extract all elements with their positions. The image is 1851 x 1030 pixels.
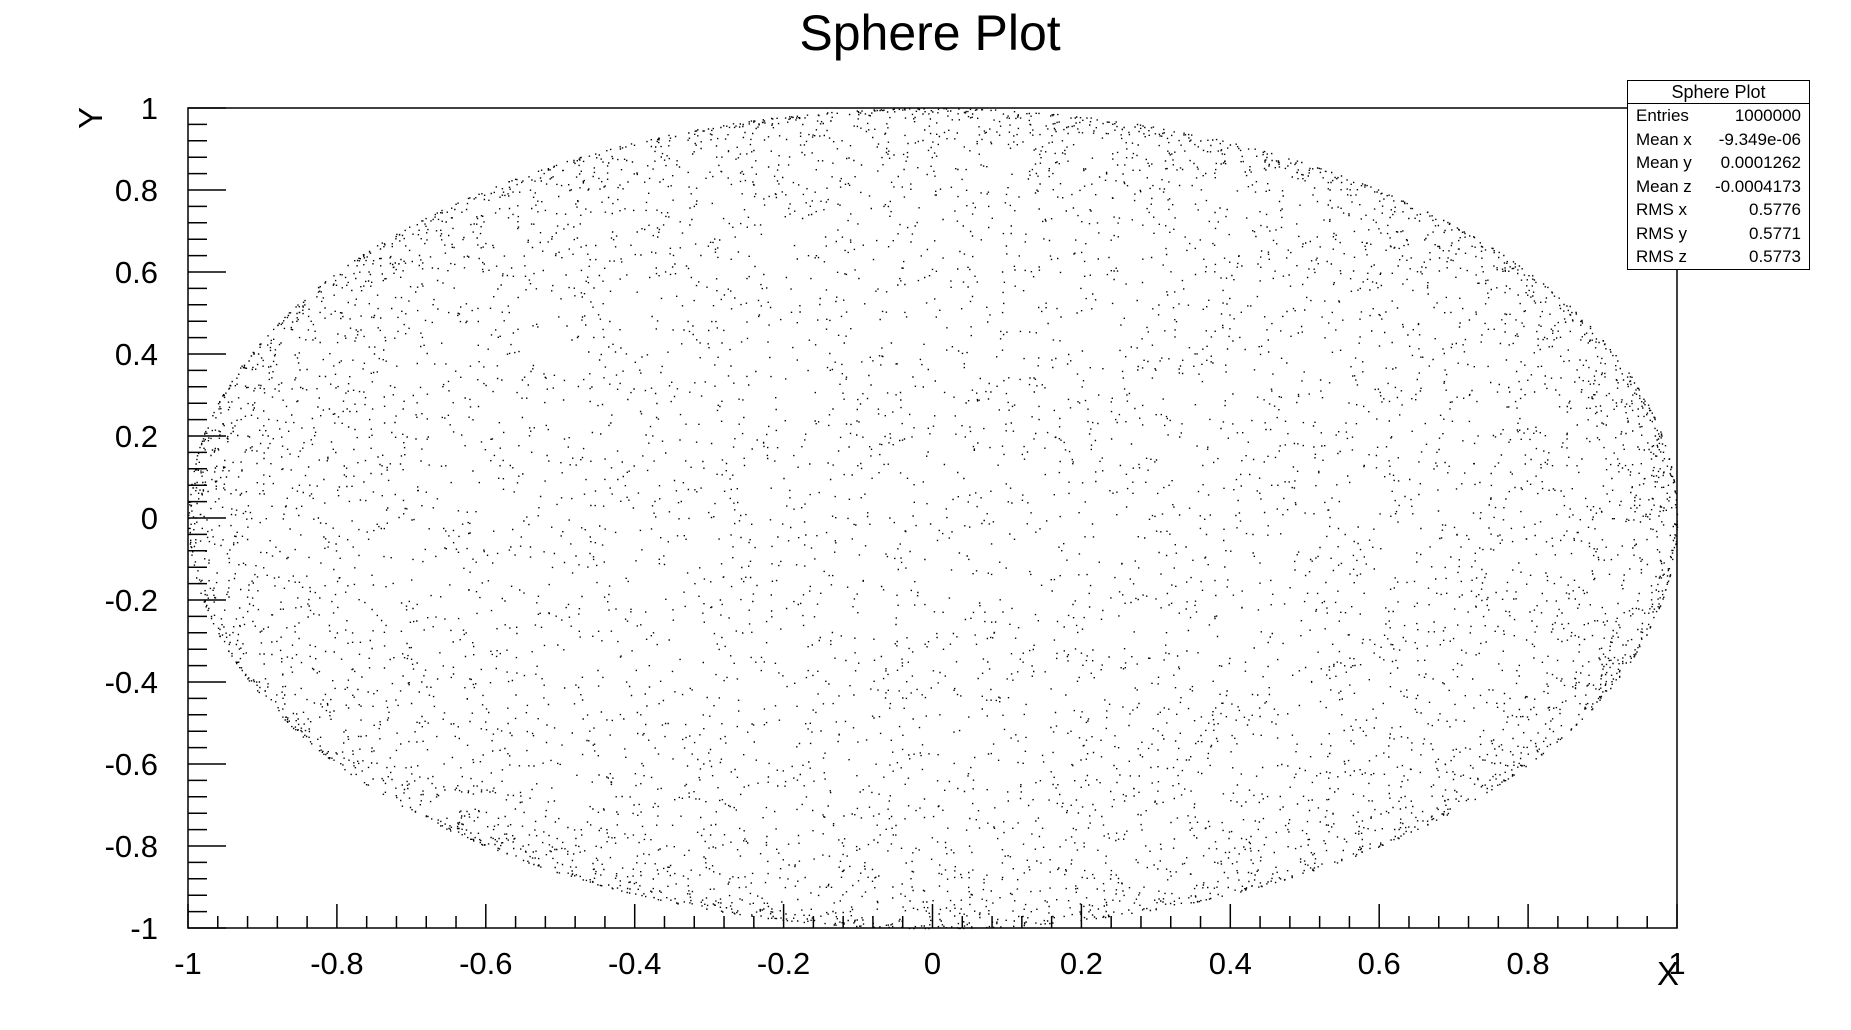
x-tick-label: 0 [924,946,941,981]
scatter-point-cloud [188,108,1679,930]
stats-label: Entries [1636,106,1689,125]
chart-title: Sphere Plot [799,5,1060,61]
y-tick-label: -0.8 [105,829,158,864]
stats-label: RMS x [1636,200,1687,219]
stats-row: RMS z 0.5773 [1628,245,1809,269]
plot-frame [187,107,1678,929]
stats-row: RMS y 0.5771 [1628,222,1809,246]
y-tick-label: 0 [141,501,158,536]
y-tick-label: 0.8 [115,173,158,208]
stats-title: Sphere Plot [1628,81,1809,104]
y-tick-label: 0.2 [115,419,158,454]
stats-value: -9.349e-06 [1718,129,1801,149]
stats-rows: Entries 1000000 Mean x -9.349e-06 Mean y 0.00… [1628,104,1809,269]
x-tick-label: 0.4 [1209,946,1252,981]
stats-row: Mean y 0.0001262 [1628,151,1809,175]
stats-row: RMS x 0.5776 [1628,198,1809,222]
stats-row: Mean x -9.349e-06 [1628,128,1809,152]
stats-label: Mean z [1636,176,1692,196]
stats-value: 0.5771 [1749,223,1801,243]
stats-label: Mean y [1636,153,1692,172]
stats-row: Entries 1000000 [1628,104,1809,128]
y-tick-label: -0.4 [105,665,158,700]
y-tick-label: 0.6 [115,255,158,290]
x-tick-label: 1 [1668,946,1685,981]
x-tick-label: 0.8 [1507,946,1550,981]
y-tick-label: -1 [130,911,158,946]
x-axis: -1 -0.8 -0.6 -0.4 -0.2 0 0.2 0.4 0.6 0.8 1 [174,904,1686,981]
x-tick-label: -0.6 [459,946,512,981]
y-tick-label: 0.4 [115,337,158,372]
stats-row: Mean z -0.0004173 [1628,175,1809,199]
stats-value: 1000000 [1734,106,1801,125]
stats-label: RMS y [1636,223,1687,243]
x-tick-label: 0.6 [1358,946,1401,981]
stats-value: 0.5773 [1749,247,1801,266]
y-axis: -1 -0.8 -0.6 -0.4 -0.2 0 0.2 0.4 0.6 0.8 1 [105,91,226,946]
scatter-points [188,108,1679,930]
x-tick-label: -0.4 [608,946,661,981]
stats-box: Sphere Plot Entries 1000000 Mean x -9.349e-… [1627,80,1810,270]
x-axis-title: X [1657,955,1679,992]
stats-value: 0.5776 [1749,200,1801,219]
x-tick-label: -0.2 [757,946,810,981]
stats-value: -0.0004173 [1714,176,1801,196]
y-tick-label: -0.6 [105,747,158,782]
y-tick-label: 1 [141,91,158,126]
stats-label: RMS z [1636,247,1687,266]
stats-label: Mean x [1636,129,1692,149]
y-tick-label: -0.2 [105,583,158,618]
x-tick-label: -1 [174,946,202,981]
y-axis-title: Y [72,107,109,129]
x-tick-label: 0.2 [1060,946,1103,981]
stats-value: 0.0001262 [1720,153,1801,172]
x-tick-label: -0.8 [310,946,363,981]
